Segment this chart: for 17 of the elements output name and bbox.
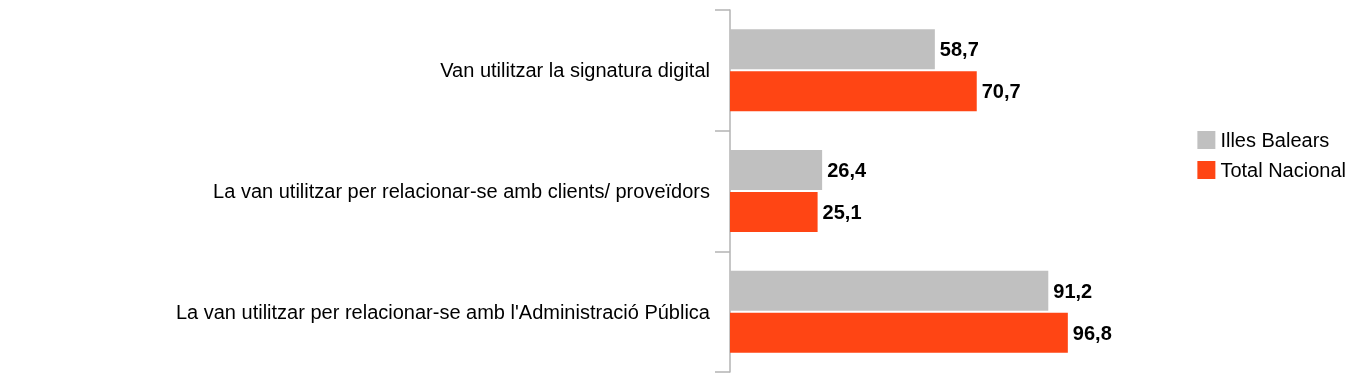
y-tick-label: La van utilitzar per relacionar-se amb l'Administració Pública <box>175 300 711 323</box>
data-label: 58,7 <box>939 38 979 61</box>
y-tick-label: Van utilitzar la signatura digital <box>440 59 710 82</box>
data-label: 91,2 <box>1053 279 1093 302</box>
data-label: 25,1 <box>822 201 862 223</box>
bar <box>730 29 935 70</box>
data-label: 26,4 <box>827 159 867 181</box>
bar <box>730 71 977 112</box>
bar <box>730 150 823 190</box>
data-label: 70,7 <box>981 80 1021 103</box>
data-label: 96,8 <box>1072 321 1112 344</box>
bar <box>730 270 1049 311</box>
bar <box>730 192 818 232</box>
y-tick-label: La van utilitzar per relacionar-se amb clients/ proveïdors <box>213 180 710 202</box>
legend-label: Illes Balears <box>1220 129 1330 151</box>
bar <box>730 312 1068 353</box>
legend-label: Total Nacional <box>1220 159 1346 181</box>
